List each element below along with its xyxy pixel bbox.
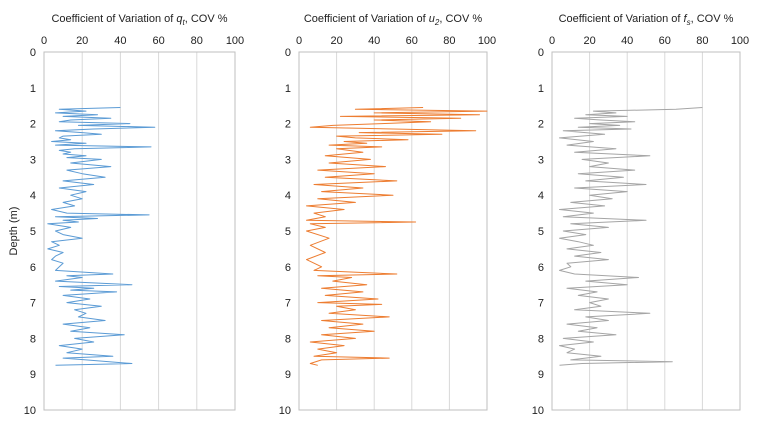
y-tick-label: 6	[30, 262, 36, 274]
x-tick-label: 100	[478, 35, 496, 47]
y-tick-label: 5	[30, 226, 36, 238]
y-tick-label: 2	[538, 119, 544, 131]
y-tick-label: 9	[538, 369, 544, 381]
chart-panel-1: 0 20 40 60 80 100 0 1 2 3 4 5 6 7 8 9 10 Coefficient of V…	[8, 13, 244, 417]
y-tick-label: 2	[30, 119, 36, 131]
y-tick-label: 9	[30, 369, 36, 381]
y-tick-label: 2	[285, 119, 291, 131]
x-tick-label: 100	[731, 35, 749, 47]
x-tick-label: 40	[621, 35, 633, 47]
chart-title-unit: , COV %	[185, 13, 228, 25]
plot-area	[298, 51, 488, 411]
x-tick-label: 40	[368, 35, 380, 47]
y-tick-label: 7	[30, 298, 36, 310]
chart-title-variable: u	[429, 13, 435, 25]
x-tick-label: 100	[226, 35, 244, 47]
y-tick-label: 8	[538, 333, 544, 345]
y-tick-label: 3	[30, 154, 36, 166]
plot-area	[43, 51, 236, 411]
x-tick-label: 60	[152, 35, 164, 47]
y-tick-label: 0	[30, 47, 36, 59]
x-tick-label: 80	[696, 35, 708, 47]
y-tick-label: 1	[30, 83, 36, 95]
plot-area	[551, 51, 741, 411]
chart-title-variable: f	[684, 13, 688, 25]
y-tick-label: 5	[538, 226, 544, 238]
y-tick-label: 4	[285, 190, 291, 202]
x-tick-label: 0	[296, 35, 302, 47]
y-tick-label: 0	[538, 47, 544, 59]
y-tick-label: 10	[279, 405, 291, 417]
series-line-fs	[559, 107, 703, 366]
series-line-u2	[306, 107, 488, 366]
y-tick-label: 4	[30, 190, 36, 202]
y-tick-label: 7	[538, 298, 544, 310]
chart-title-subscript: 2	[434, 18, 440, 27]
x-tick-label: 20	[583, 35, 595, 47]
y-tick-label: 10	[24, 405, 36, 417]
x-tick-label: 20	[330, 35, 342, 47]
chart-title-text: Coefficient of Variation of	[304, 13, 429, 25]
chart-title-variable: q	[176, 13, 183, 25]
x-tick-label: 80	[191, 35, 203, 47]
x-tick-label: 0	[41, 35, 47, 47]
x-tick-label: 40	[114, 35, 126, 47]
chart-title-text: Coefficient of Variation of	[51, 13, 176, 25]
chart-title-unit: , COV %	[691, 13, 734, 25]
x-tick-label: 60	[659, 35, 671, 47]
y-tick-label: 4	[538, 190, 544, 202]
series-line-qt	[47, 107, 156, 366]
chart-title-unit: , COV %	[439, 13, 482, 25]
y-tick-label: 3	[538, 154, 544, 166]
chart-panel-2: 0 20 40 60 80 100 0 1 2 3 4 5 6 7 8 9 10 Coefficient of V…	[279, 13, 496, 417]
y-tick-label: 10	[532, 405, 544, 417]
y-tick-label: 3	[285, 154, 291, 166]
chart-panel-3: 0 20 40 60 80 100 0 1 2 3 4 5 6 7 8 9 10 Coefficient of V…	[532, 13, 749, 417]
chart-title-subscript: s	[687, 18, 691, 27]
chart-title: Coefficient of Variation of fs, COV %	[559, 13, 734, 27]
y-tick-label: 9	[285, 369, 291, 381]
y-tick-label: 1	[285, 83, 291, 95]
chart-title-text: Coefficient of Variation of	[559, 13, 684, 25]
y-tick-label: 5	[285, 226, 291, 238]
y-tick-label: 6	[285, 262, 291, 274]
y-tick-label: 8	[30, 333, 36, 345]
y-tick-label: 1	[538, 83, 544, 95]
chart-title: Coefficient of Variation of qt, COV %	[51, 13, 227, 27]
y-tick-label: 6	[538, 262, 544, 274]
y-axis-label: Depth (m)	[8, 207, 20, 256]
chart-title: Coefficient of Variation of u2, COV %	[304, 13, 483, 27]
y-tick-label: 8	[285, 333, 291, 345]
chart-title-subscript: t	[183, 18, 186, 27]
x-tick-label: 0	[549, 35, 555, 47]
x-tick-label: 60	[406, 35, 418, 47]
y-tick-label: 0	[285, 47, 291, 59]
x-tick-label: 20	[76, 35, 88, 47]
y-tick-label: 7	[285, 298, 291, 310]
x-tick-label: 80	[443, 35, 455, 47]
